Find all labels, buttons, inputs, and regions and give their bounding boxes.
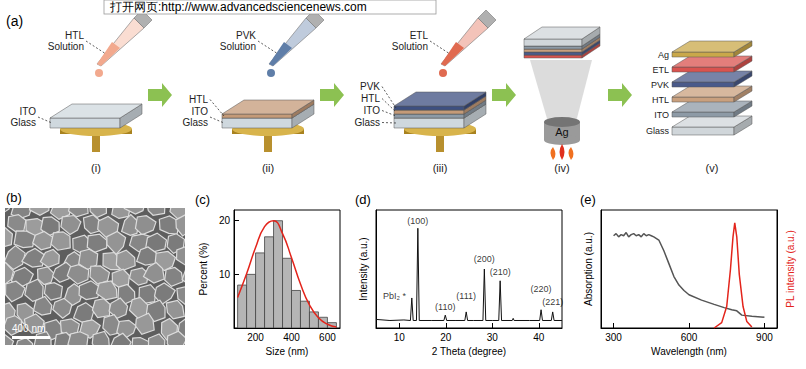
- svg-text:HTL: HTL: [361, 93, 380, 104]
- svg-text:900: 900: [756, 332, 773, 343]
- svg-text:(200): (200): [474, 254, 495, 264]
- svg-text:PVK: PVK: [651, 80, 669, 90]
- svg-text:Wavelength (nm): Wavelength (nm): [651, 346, 727, 357]
- svg-text:Glass: Glass: [10, 117, 36, 128]
- svg-text:(iv): (iv): [554, 162, 569, 174]
- svg-text:(210): (210): [490, 267, 511, 277]
- svg-text:PVK: PVK: [360, 81, 380, 92]
- svg-text:HTL: HTL: [189, 94, 208, 105]
- svg-text:400: 400: [283, 332, 300, 343]
- svg-text:Solution: Solution: [392, 41, 428, 52]
- svg-text:(100): (100): [407, 216, 428, 226]
- svg-text:(111): (111): [456, 291, 476, 301]
- svg-text:30: 30: [487, 332, 499, 343]
- svg-text:(221): (221): [542, 297, 563, 307]
- svg-text:10: 10: [219, 269, 231, 280]
- svg-text:Glass: Glass: [182, 117, 208, 128]
- svg-text:ITO: ITO: [654, 110, 669, 120]
- svg-text:(iii): (iii): [433, 162, 448, 174]
- svg-text:20: 20: [440, 332, 452, 343]
- svg-text:400 nm: 400 nm: [12, 323, 45, 334]
- svg-text:PbI₂ *: PbI₂ *: [383, 291, 407, 301]
- svg-text:打开网页:http://www.advancedscienc: 打开网页:http://www.advancedsciencenews.com: [109, 0, 367, 14]
- svg-text:40: 40: [533, 332, 545, 343]
- svg-text:2 Theta (degree): 2 Theta (degree): [432, 346, 506, 357]
- svg-text:(110): (110): [435, 302, 455, 312]
- svg-text:ITO: ITO: [20, 106, 37, 117]
- svg-text:ITO: ITO: [192, 106, 209, 117]
- svg-text:(i): (i): [91, 162, 101, 174]
- svg-text:600: 600: [681, 332, 698, 343]
- svg-text:ITO: ITO: [364, 105, 381, 116]
- svg-text:(a): (a): [6, 13, 23, 29]
- svg-text:Absorption (a.u.): Absorption (a.u.): [583, 232, 594, 306]
- svg-text:600: 600: [319, 332, 336, 343]
- svg-text:200: 200: [247, 332, 264, 343]
- svg-text:Ag: Ag: [555, 126, 568, 138]
- svg-text:(ii): (ii): [262, 162, 274, 174]
- svg-text:20: 20: [219, 215, 231, 226]
- svg-text:Glass: Glass: [646, 126, 670, 136]
- svg-text:Solution: Solution: [220, 41, 256, 52]
- svg-text:(220): (220): [531, 284, 552, 294]
- svg-text:10: 10: [394, 332, 406, 343]
- svg-text:Ag: Ag: [658, 50, 669, 60]
- svg-text:(b): (b): [6, 190, 22, 205]
- svg-text:(e): (e): [580, 192, 596, 207]
- svg-text:(d): (d): [355, 192, 371, 207]
- svg-text:Solution: Solution: [48, 41, 84, 52]
- svg-text:HTL: HTL: [65, 30, 84, 41]
- svg-text:300: 300: [605, 332, 622, 343]
- svg-text:Glass: Glass: [354, 117, 380, 128]
- svg-text:Intensity (a.u.): Intensity (a.u.): [358, 237, 369, 300]
- svg-text:PL intensity (a.u.): PL intensity (a.u.): [785, 230, 796, 307]
- svg-text:ETL: ETL: [652, 65, 669, 75]
- svg-text:(c): (c): [195, 192, 210, 207]
- svg-text:HTL: HTL: [652, 95, 669, 105]
- svg-text:ETL: ETL: [410, 30, 429, 41]
- svg-text:(v): (v): [706, 162, 719, 174]
- svg-text:PVK: PVK: [236, 30, 256, 41]
- svg-text:Size (nm): Size (nm): [266, 346, 309, 357]
- svg-text:Percent (%): Percent (%): [198, 243, 209, 296]
